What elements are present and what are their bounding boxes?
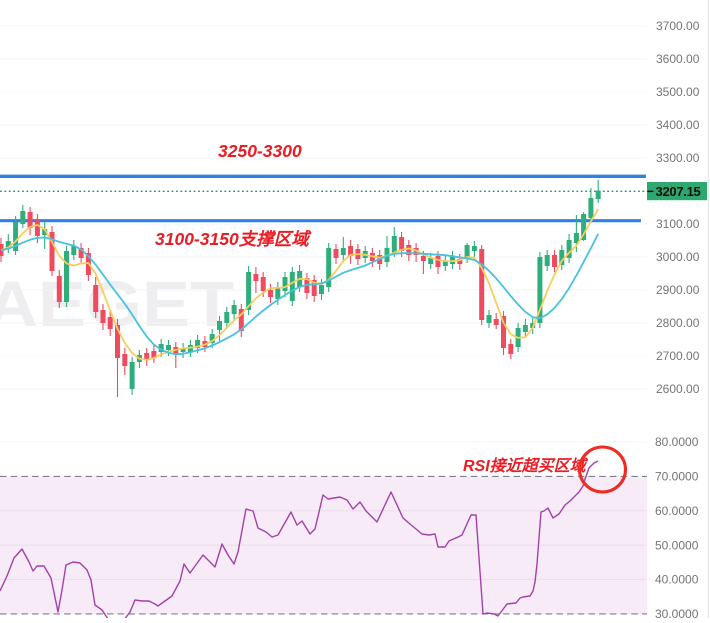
svg-text:RSI接近超买区域: RSI接近超买区域 [463, 457, 589, 475]
svg-text:3000.00: 3000.00 [656, 250, 700, 264]
svg-text:3100-3150支撑区域: 3100-3150支撑区域 [155, 229, 312, 249]
svg-text:3300.00: 3300.00 [656, 151, 700, 165]
svg-text:2700.00: 2700.00 [656, 349, 700, 363]
svg-text:40.0000: 40.0000 [655, 573, 699, 587]
svg-text:70.0000: 70.0000 [655, 470, 699, 484]
svg-text:2600.00: 2600.00 [656, 382, 700, 396]
svg-text:30.0000: 30.0000 [655, 607, 699, 618]
svg-text:3207.15: 3207.15 [656, 184, 701, 199]
svg-text:80.0000: 80.0000 [655, 435, 699, 449]
svg-text:2800.00: 2800.00 [656, 316, 700, 330]
svg-text:3100.00: 3100.00 [656, 217, 700, 231]
svg-text:50.0000: 50.0000 [655, 538, 699, 552]
svg-text:3500.00: 3500.00 [656, 85, 700, 99]
svg-text:3700.00: 3700.00 [656, 19, 700, 33]
svg-text:3600.00: 3600.00 [656, 52, 700, 66]
svg-text:2900.00: 2900.00 [656, 283, 700, 297]
svg-text:60.0000: 60.0000 [655, 504, 699, 518]
svg-text:3250-3300: 3250-3300 [218, 141, 302, 161]
svg-text:3400.00: 3400.00 [656, 118, 700, 132]
